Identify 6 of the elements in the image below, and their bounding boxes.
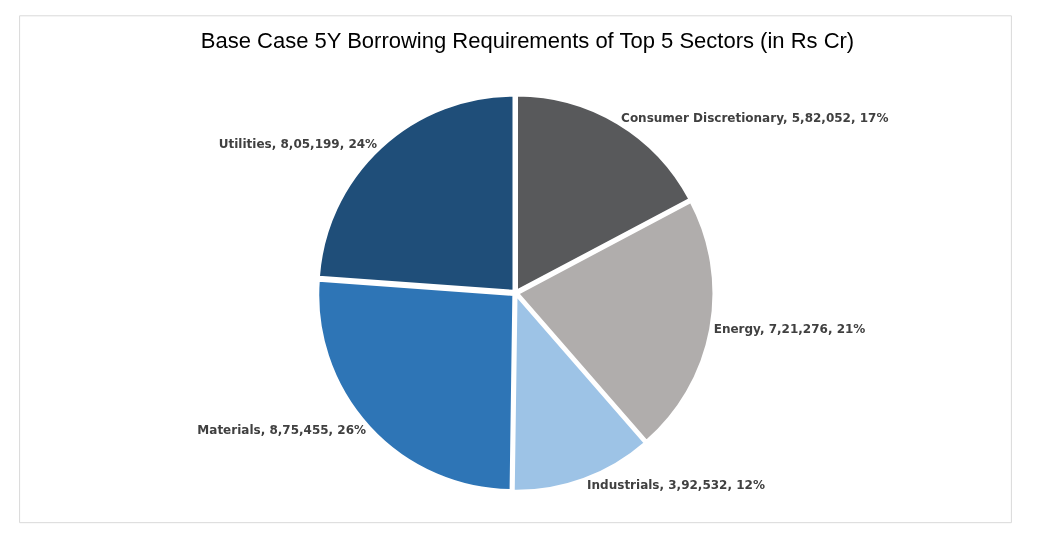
slice-label: Industrials, 3,92,532, 12% <box>587 478 765 493</box>
chart-title: Base Case 5Y Borrowing Requirements of Top 5 Sectors (in Rs Cr) <box>200 27 855 53</box>
slice-label: Energy, 7,21,276, 21% <box>713 322 866 337</box>
slice-label: Consumer Discretionary, 5,82,052, 17% <box>621 111 889 126</box>
slice-label: Utilities, 8,05,199, 24% <box>218 137 378 152</box>
slice-label: Materials, 8,75,455, 26% <box>197 423 367 438</box>
